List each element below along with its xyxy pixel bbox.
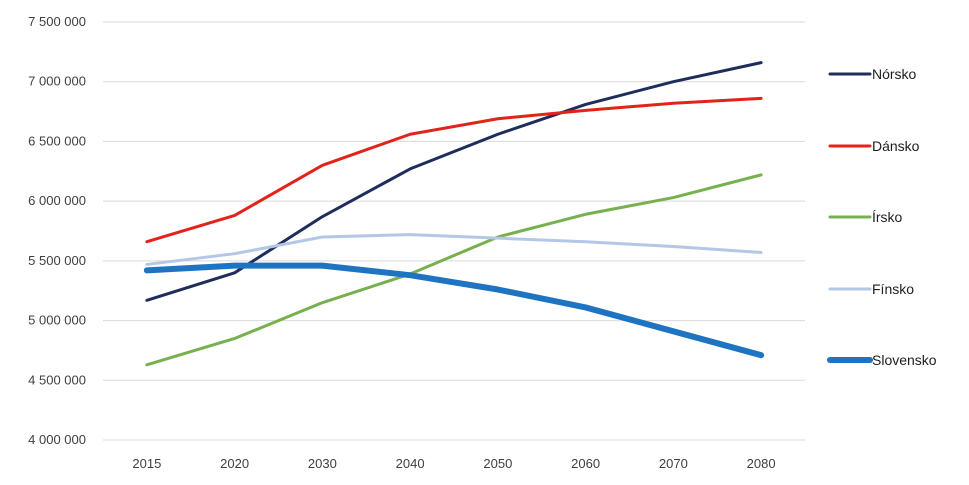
legend-item: Dánsko (828, 138, 920, 154)
y-axis-ticks: 4 000 000 4 500 000 5 000 000 5 500 000 6 00… (28, 14, 86, 447)
series-line-dánsko (145, 96, 763, 244)
x-tick-label: 2070 (659, 456, 688, 471)
legend-item: Fínsko (828, 281, 914, 297)
y-tick-label: 5 000 000 (28, 313, 86, 328)
legend-item: Slovensko (827, 352, 937, 368)
x-tick-label: 2020 (220, 456, 249, 471)
legend-item: Írsko (828, 209, 903, 225)
x-tick-label: 2040 (396, 456, 425, 471)
legend-label: Nórsko (872, 66, 917, 82)
legend-label: Slovensko (872, 352, 937, 368)
series-line-fínsko (145, 233, 763, 266)
legend-item: Nórsko (828, 66, 917, 82)
y-tick-label: 7 000 000 (28, 74, 86, 89)
y-tick-label: 4 500 000 (28, 372, 86, 387)
x-tick-label: 2050 (483, 456, 512, 471)
y-tick-label: 5 500 000 (28, 253, 86, 268)
series-line-írsko (145, 173, 763, 367)
y-tick-label: 6 500 000 (28, 133, 86, 148)
x-tick-label: 2015 (132, 456, 161, 471)
series-line-slovensko (143, 262, 765, 359)
legend-label: Fínsko (872, 281, 914, 297)
legend: Nórsko Dánsko Írsko Fínsko Slovensko (827, 66, 937, 368)
y-tick-label: 7 500 000 (28, 14, 86, 29)
x-tick-label: 2030 (308, 456, 337, 471)
gridlines (103, 21, 805, 441)
x-tick-label: 2080 (747, 456, 776, 471)
legend-label: Írsko (872, 209, 903, 225)
x-axis-ticks: 2015 2020 2030 2040 2050 2060 2070 2080 (132, 456, 775, 471)
y-tick-label: 6 000 000 (28, 193, 86, 208)
legend-label: Dánsko (872, 138, 920, 154)
x-tick-label: 2060 (571, 456, 600, 471)
y-tick-label: 4 000 000 (28, 432, 86, 447)
series-lines (143, 61, 765, 367)
